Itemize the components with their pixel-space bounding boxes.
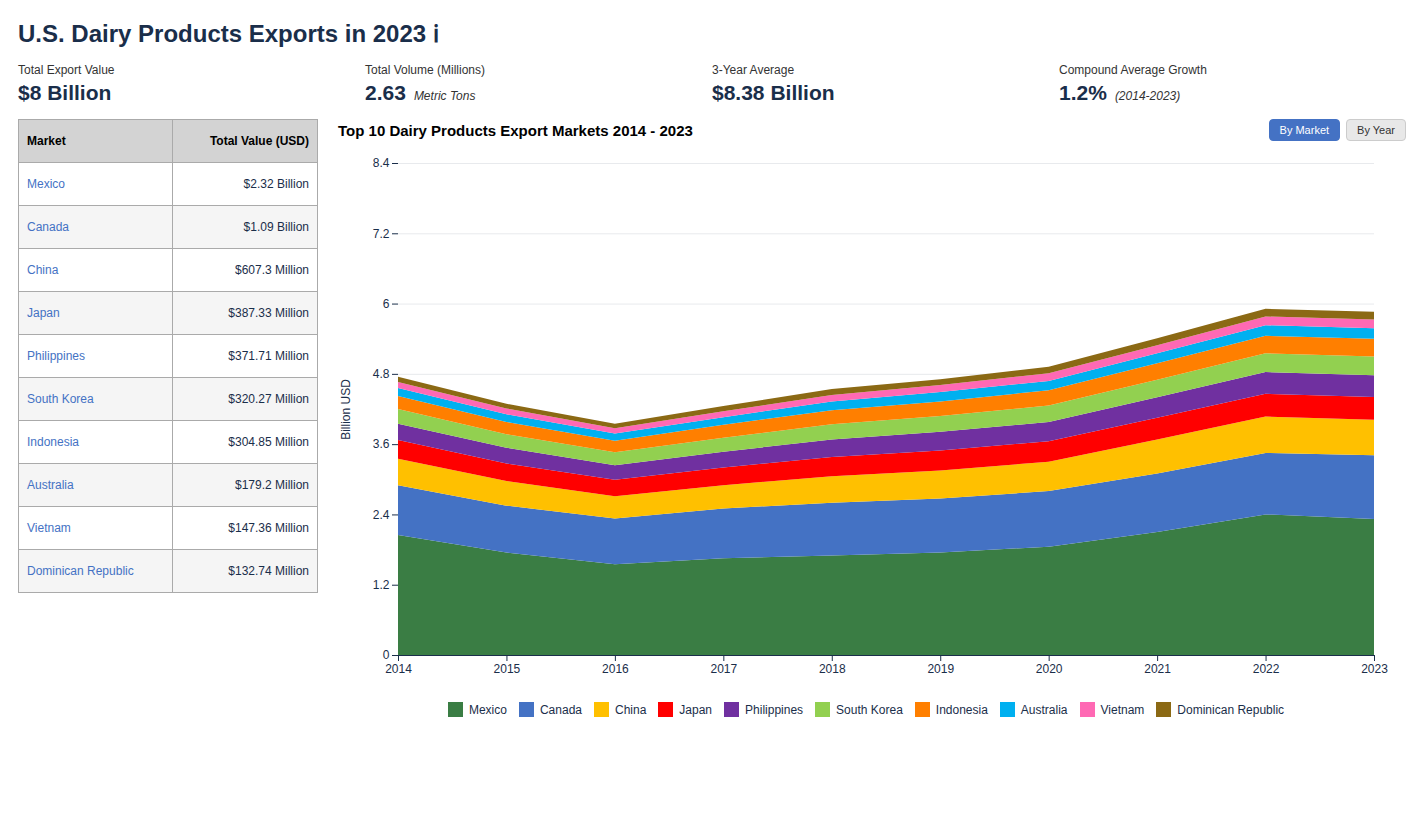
html-text:Australia: Australia	[27, 478, 74, 492]
svg-text:2022: 2022	[1253, 662, 1280, 676]
svg-text:2023: 2023	[1361, 662, 1388, 676]
html-text:Top 10 Dairy Products Export M: Top 10 Dairy Products Export Markets 201…	[338, 121, 693, 139]
svg-text:0: 0	[383, 648, 390, 662]
html-text:China: China	[27, 263, 59, 277]
html-text:Mexico: Mexico	[468, 702, 507, 717]
svg-text:8.4: 8.4	[373, 156, 390, 170]
svg-text:2020: 2020	[1036, 662, 1063, 676]
html-text:$8 Billion: $8 Billion	[18, 81, 112, 104]
html-text:South Korea: South Korea	[836, 702, 903, 717]
svg-text:2017: 2017	[710, 662, 737, 676]
svg-text:6: 6	[383, 297, 390, 311]
svg-text:2016: 2016	[602, 662, 629, 676]
html-text:1.2% (2014-2023): 1.2% (2014-2023)	[1059, 81, 1181, 104]
svg-text:1.2: 1.2	[373, 578, 390, 592]
html-text:Philippines: Philippines	[27, 349, 85, 363]
svg-text:2021: 2021	[1144, 662, 1171, 676]
html-text:U.S. Dairy Products Exports in: U.S. Dairy Products Exports in 2023 ℹ	[18, 20, 439, 47]
html-text:China: China	[615, 702, 647, 717]
html-text:$147.36 Million: $147.36 Million	[228, 521, 309, 535]
html-text:Japan: Japan	[679, 702, 712, 717]
html-text:Dominican Republic: Dominican Republic	[1177, 702, 1285, 717]
html-text:2.63 Metric Tons: 2.63 Metric Tons	[365, 81, 476, 104]
html-text:Japan: Japan	[27, 306, 60, 320]
html-text:$387.33 Million: $387.33 Million	[228, 306, 309, 320]
svg-text:2018: 2018	[819, 662, 846, 676]
html-text:Compound Average Growth: Compound Average Growth	[1059, 63, 1207, 77]
html-text:Market: Market	[27, 134, 66, 148]
html-text:South Korea: South Korea	[27, 392, 94, 406]
html-text:Mexico: Mexico	[27, 177, 65, 191]
html-text:Dominican Republic: Dominican Republic	[27, 564, 134, 578]
html-text:Indonesia: Indonesia	[27, 435, 79, 449]
html-text:Vietnam: Vietnam	[27, 521, 71, 535]
html-text:Canada: Canada	[539, 702, 582, 717]
svg-text:2.4: 2.4	[373, 508, 390, 522]
svg-text:Billion USD: Billion USD	[339, 379, 353, 440]
html-text:$320.27 Million: $320.27 Million	[228, 392, 309, 406]
html-text:$132.74 Million: $132.74 Million	[228, 564, 309, 578]
html-text:Total Value (USD): Total Value (USD)	[209, 134, 309, 148]
html-text:Philippines: Philippines	[745, 702, 804, 717]
html-text:Canada: Canada	[27, 220, 69, 234]
svg-text:7.2: 7.2	[373, 227, 390, 241]
html-text:$2.32 Billion: $2.32 Billion	[243, 177, 309, 191]
svg-text:4.8: 4.8	[373, 367, 390, 381]
html-text:$371.71 Million: $371.71 Million	[228, 349, 309, 363]
html-text:Total Export Value: Total Export Value	[18, 63, 115, 77]
html-text:By Year: By Year	[1357, 124, 1395, 136]
svg-text:2014: 2014	[385, 662, 412, 676]
svg-text:2019: 2019	[927, 662, 954, 676]
html-text:Australia: Australia	[1020, 702, 1068, 717]
html-text:Total Volume (Millions): Total Volume (Millions)	[365, 63, 485, 77]
html-text:3-Year Average: 3-Year Average	[712, 63, 795, 77]
svg-text:2015: 2015	[494, 662, 521, 676]
html-text:Vietnam: Vietnam	[1100, 702, 1145, 717]
html-text:$179.2 Million: $179.2 Million	[235, 478, 309, 492]
svg-text:3.6: 3.6	[373, 437, 390, 451]
html-text:Indonesia: Indonesia	[935, 702, 988, 717]
html-text:$8.38 Billion: $8.38 Billion	[712, 81, 835, 104]
html-text:$304.85 Million: $304.85 Million	[228, 435, 309, 449]
html-text:By Market: By Market	[1279, 124, 1330, 136]
html-text:$1.09 Billion: $1.09 Billion	[243, 220, 309, 234]
html-text:$607.3 Million: $607.3 Million	[235, 263, 309, 277]
